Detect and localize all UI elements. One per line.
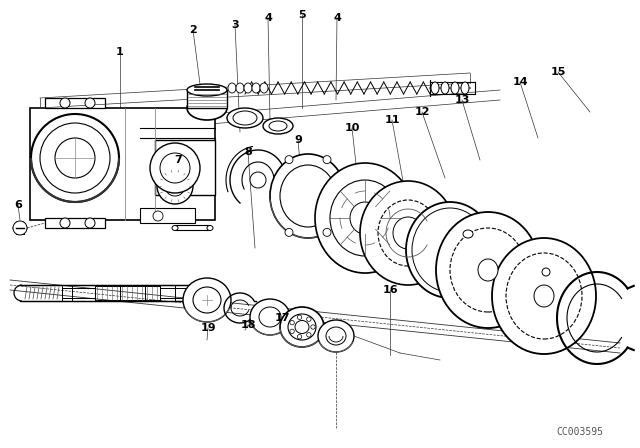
Ellipse shape xyxy=(269,121,287,131)
Ellipse shape xyxy=(330,180,400,256)
Ellipse shape xyxy=(492,238,596,354)
Ellipse shape xyxy=(207,225,213,231)
Circle shape xyxy=(307,317,311,321)
Ellipse shape xyxy=(85,98,95,108)
Ellipse shape xyxy=(412,208,488,292)
Text: 16: 16 xyxy=(382,285,398,295)
Ellipse shape xyxy=(285,155,293,164)
Ellipse shape xyxy=(153,211,163,221)
Bar xyxy=(175,225,210,230)
Ellipse shape xyxy=(157,168,193,204)
Text: 2: 2 xyxy=(189,25,197,35)
Ellipse shape xyxy=(318,320,354,352)
Text: 15: 15 xyxy=(550,67,566,77)
Ellipse shape xyxy=(288,314,316,340)
Text: 9: 9 xyxy=(294,135,302,145)
Ellipse shape xyxy=(260,83,268,93)
Text: 7: 7 xyxy=(174,155,182,165)
Text: CC003595: CC003595 xyxy=(557,427,604,437)
Text: 11: 11 xyxy=(384,115,400,125)
Ellipse shape xyxy=(250,172,266,188)
Ellipse shape xyxy=(406,202,494,298)
Bar xyxy=(187,90,227,108)
Text: 3: 3 xyxy=(231,20,239,30)
Ellipse shape xyxy=(461,82,469,94)
Text: 8: 8 xyxy=(244,147,252,157)
Circle shape xyxy=(307,332,311,337)
Circle shape xyxy=(298,335,301,339)
Ellipse shape xyxy=(326,327,346,345)
Ellipse shape xyxy=(60,218,70,228)
Text: 10: 10 xyxy=(344,123,360,133)
Ellipse shape xyxy=(315,163,415,273)
Ellipse shape xyxy=(160,153,190,183)
Ellipse shape xyxy=(165,176,185,196)
Ellipse shape xyxy=(323,155,331,164)
Text: 5: 5 xyxy=(298,10,306,20)
Ellipse shape xyxy=(323,228,331,237)
Bar xyxy=(140,208,195,223)
Ellipse shape xyxy=(280,165,336,227)
Ellipse shape xyxy=(506,253,582,339)
Ellipse shape xyxy=(295,320,309,333)
Ellipse shape xyxy=(227,108,263,128)
Ellipse shape xyxy=(259,307,281,327)
Circle shape xyxy=(290,320,294,325)
Circle shape xyxy=(298,315,301,319)
Circle shape xyxy=(311,325,315,329)
Ellipse shape xyxy=(150,143,200,193)
Ellipse shape xyxy=(393,217,423,249)
Circle shape xyxy=(290,329,294,334)
Ellipse shape xyxy=(236,83,244,93)
Ellipse shape xyxy=(187,84,227,96)
Ellipse shape xyxy=(252,83,260,93)
Ellipse shape xyxy=(270,154,346,238)
Ellipse shape xyxy=(431,82,439,94)
Ellipse shape xyxy=(350,202,380,234)
Ellipse shape xyxy=(478,259,498,281)
Text: 12: 12 xyxy=(414,107,429,117)
Text: 17: 17 xyxy=(275,313,290,323)
Ellipse shape xyxy=(187,96,227,120)
Ellipse shape xyxy=(244,83,252,93)
Ellipse shape xyxy=(172,225,178,231)
Ellipse shape xyxy=(450,228,526,312)
Ellipse shape xyxy=(85,218,95,228)
Bar xyxy=(30,108,215,220)
Text: 1: 1 xyxy=(116,47,124,57)
Ellipse shape xyxy=(378,200,438,266)
Ellipse shape xyxy=(250,299,290,335)
Ellipse shape xyxy=(360,181,456,285)
Text: 19: 19 xyxy=(200,323,216,333)
Ellipse shape xyxy=(228,83,236,93)
Ellipse shape xyxy=(285,228,293,237)
Text: 6: 6 xyxy=(14,200,22,210)
Ellipse shape xyxy=(542,268,550,276)
Text: 4: 4 xyxy=(264,13,272,23)
Ellipse shape xyxy=(193,287,221,313)
Text: 14: 14 xyxy=(512,77,528,87)
Ellipse shape xyxy=(40,123,110,193)
Bar xyxy=(155,140,215,195)
Text: 13: 13 xyxy=(454,95,470,105)
Ellipse shape xyxy=(183,278,231,322)
Bar xyxy=(45,98,105,108)
Ellipse shape xyxy=(436,212,540,328)
Ellipse shape xyxy=(451,82,459,94)
Ellipse shape xyxy=(441,82,449,94)
Text: 4: 4 xyxy=(333,13,341,23)
Ellipse shape xyxy=(60,98,70,108)
Ellipse shape xyxy=(463,230,473,238)
Bar xyxy=(45,218,105,228)
Text: 18: 18 xyxy=(240,320,256,330)
Ellipse shape xyxy=(31,114,119,202)
Ellipse shape xyxy=(13,221,27,235)
Ellipse shape xyxy=(55,138,95,178)
Ellipse shape xyxy=(233,111,257,125)
Ellipse shape xyxy=(263,118,293,134)
Ellipse shape xyxy=(280,307,324,347)
Ellipse shape xyxy=(534,285,554,307)
